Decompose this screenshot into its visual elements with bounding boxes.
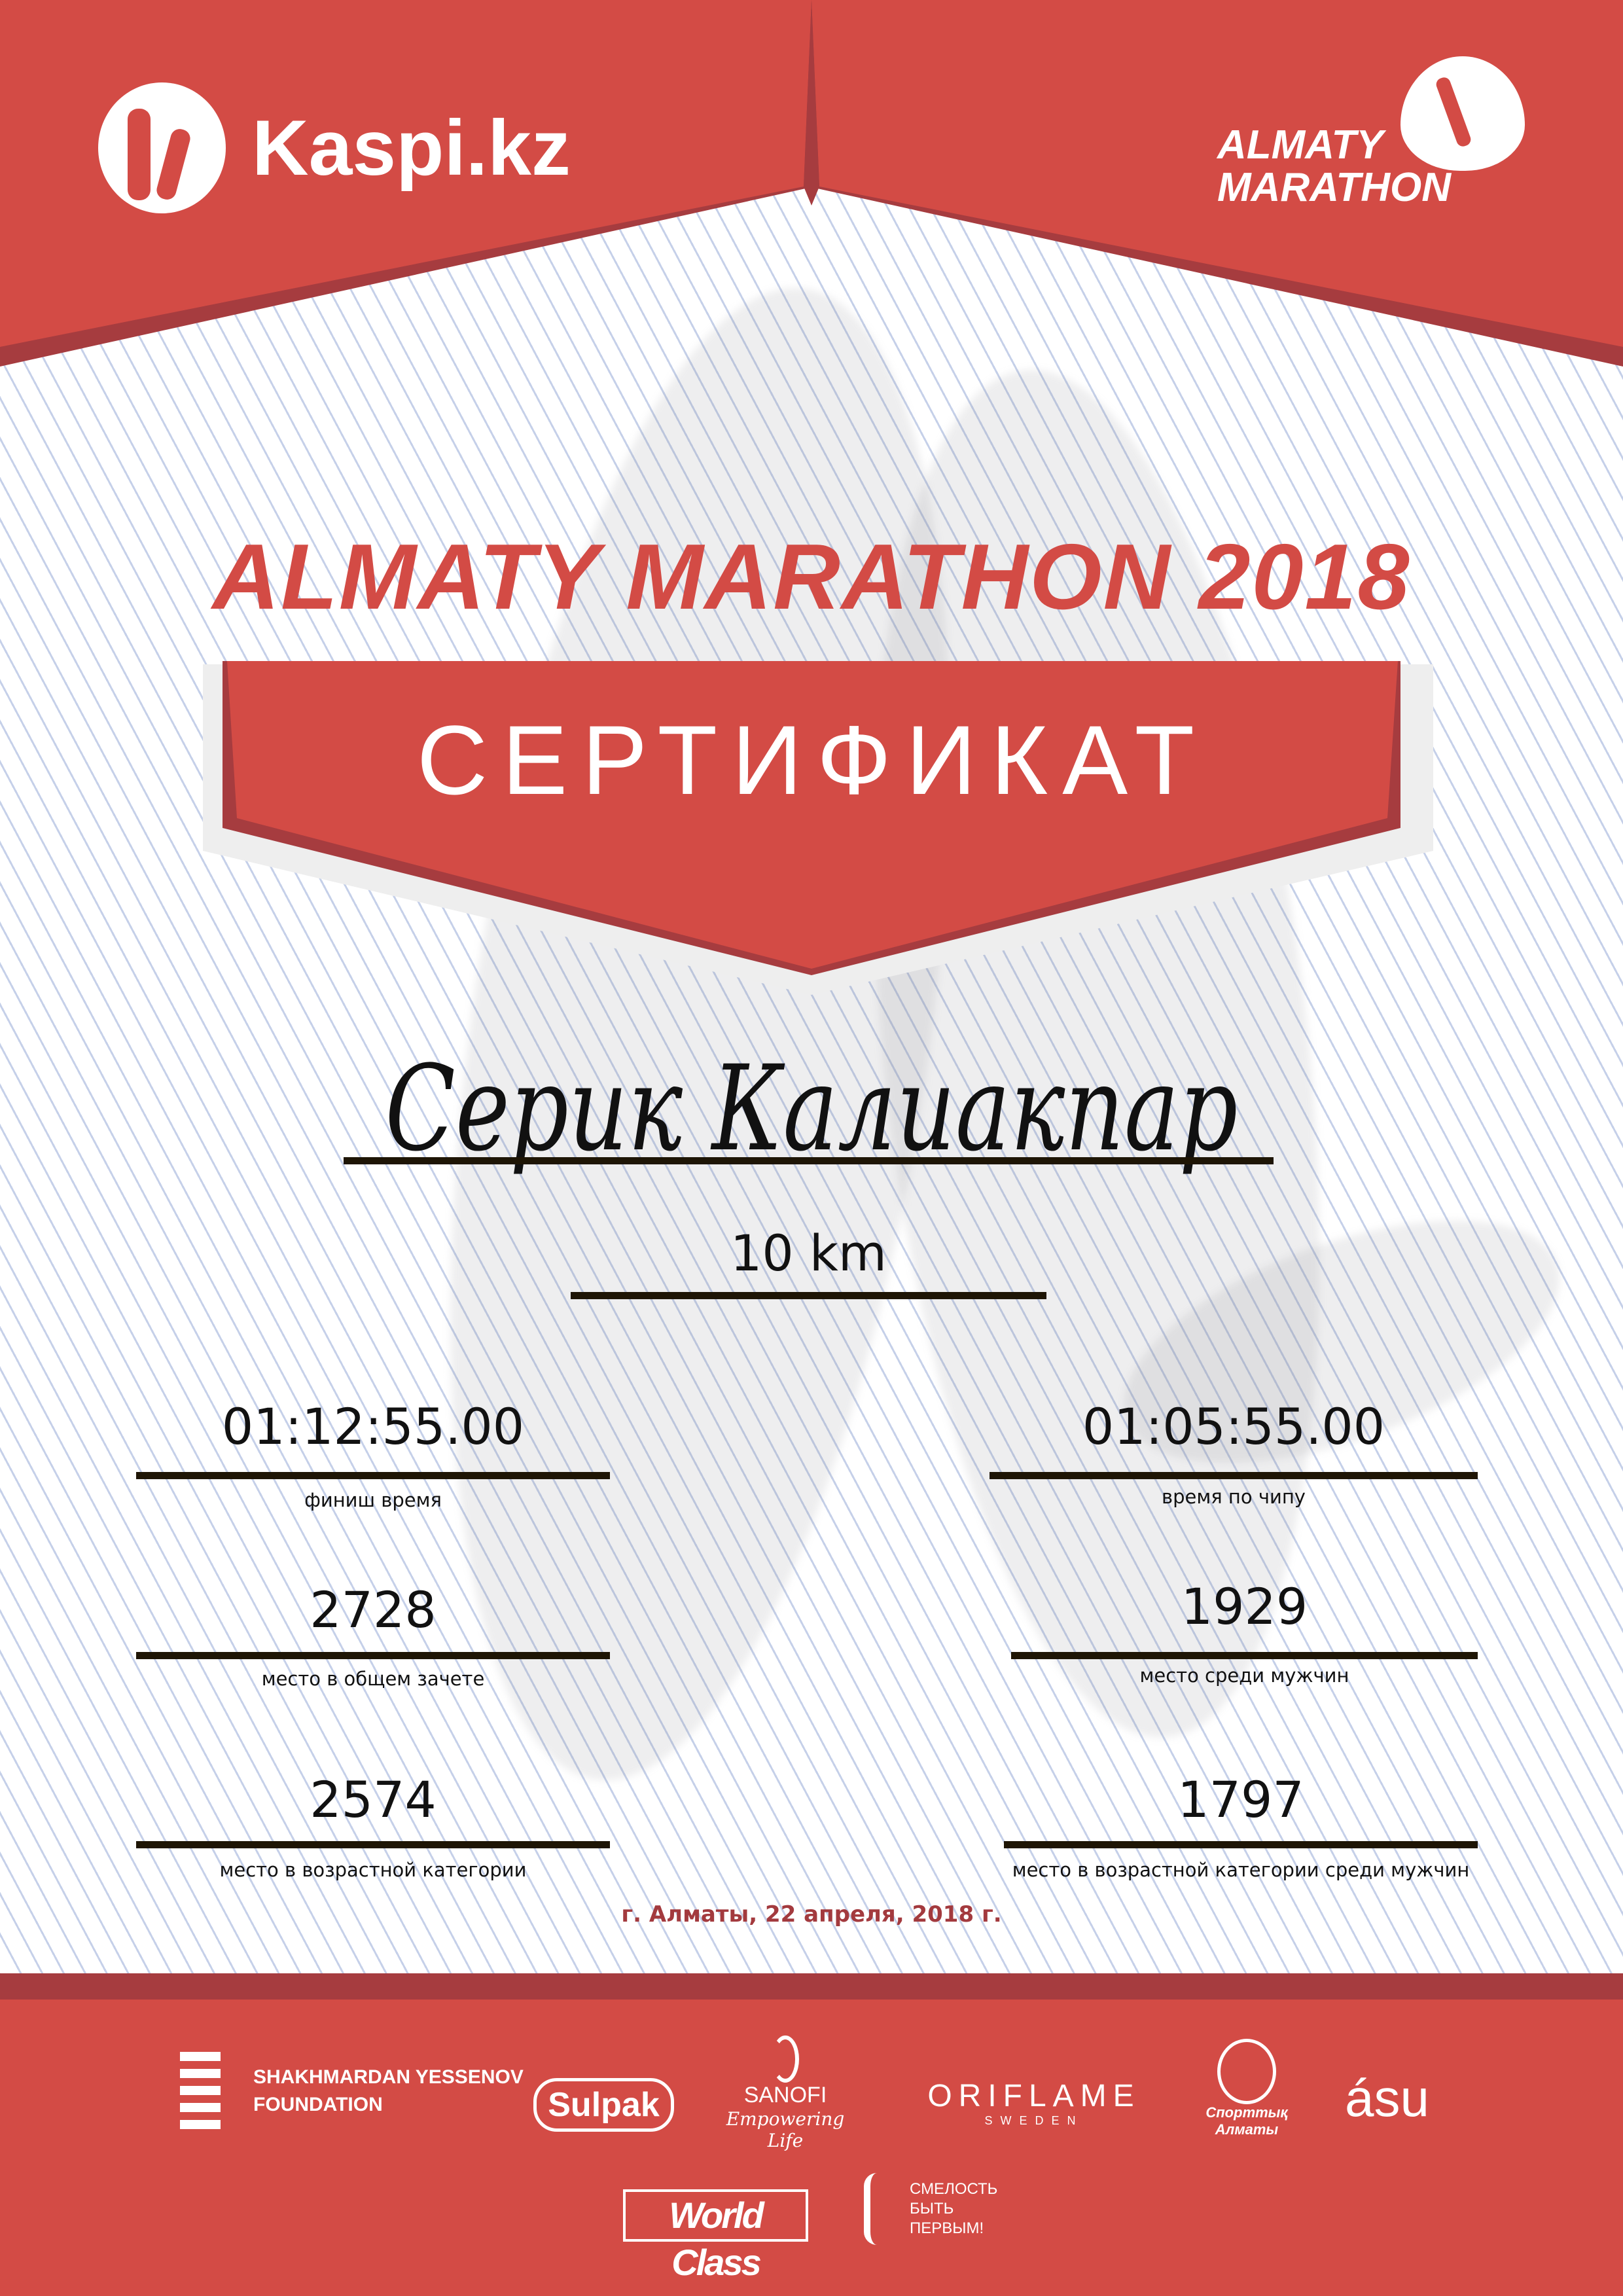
certificate-heading: СЕРТИФИКАТ [416,705,1209,815]
footer-band [0,1973,1623,2000]
logo-line2: MARATHON [1217,165,1452,210]
fund-line3: ПЕРВЫМ! [910,2219,984,2237]
corporate-fund-logo: СМЕЛОСТЬ БЫТЬ ПЕРВЫМ! [864,2173,997,2245]
sanofi-text: SANOFI [743,2083,827,2108]
yessenov-foundation-logo: SHAKHMARDAN YESSENOV FOUNDATION [180,2052,524,2130]
kaspi-logo: Kaspi.kz [98,82,571,213]
age-gender-place-underline [1004,1841,1478,1848]
age-place-underline [136,1841,610,1848]
sanofi-tagline: Empowering Life [726,2108,845,2151]
finish-time-value: 01:12:55.00 [221,1397,525,1456]
runner-icon [1400,56,1525,171]
header-banner [0,0,1623,367]
chip-time-label: время по чипу [1162,1486,1306,1508]
certificate-banner [203,661,1433,995]
oriflame-logo: ORIFLAME SWEDEN [923,2078,1145,2128]
sulpak-logo: Sulpak [533,2078,674,2132]
name-underline [344,1157,1274,1164]
almaty-marathon-logo: ALMATY MARATHON [1217,56,1525,213]
fund-line1: СМЕЛОСТЬ [910,2180,998,2198]
asu-logo: ásu [1345,2069,1429,2127]
gender-place-value: 1929 [1181,1577,1308,1636]
kaspi-logo-text: Kaspi.kz [252,104,571,192]
distance-underline [571,1292,1046,1299]
gender-place-underline [1011,1652,1478,1659]
age-gender-place-value: 1797 [1177,1770,1304,1829]
gender-place-label: место среди мужчин [1139,1664,1349,1687]
sanofi-logo: SANOFI Empowering Life [720,2036,851,2151]
event-title: ALMATY MARATHON 2018 [212,525,1411,629]
sport-almaty-logo: Спорттық Алматы [1194,2039,1299,2138]
chip-time-underline [990,1472,1478,1479]
sport-almaty-text: Спорттық Алматы [1205,2104,1288,2138]
fund-runner-icon [864,2173,897,2245]
oriflame-sub: SWEDEN [984,2114,1084,2127]
logo-line1: ALMATY [1217,122,1383,168]
world-class-logo: World Class [623,2189,808,2283]
date-line: г. Алматы, 22 апреля, 2018 г. [621,1901,1002,1928]
age-place-value: 2574 [310,1770,437,1829]
participant-name: Серик Калиакпар [385,1041,1238,1177]
overall-place-value: 2728 [310,1581,437,1639]
distance: 10 km [730,1224,887,1282]
yessenov-line1: SHAKHMARDAN YESSENOV [253,2066,524,2088]
finish-time-label: финиш время [304,1489,442,1511]
oriflame-text: ORIFLAME [927,2079,1141,2113]
chip-time-value: 01:05:55.00 [1082,1397,1385,1456]
footer-sponsors [0,1973,1623,2296]
kaspi-logo-icon [98,82,226,213]
sanofi-icon [772,2036,799,2083]
sport-almaty-emblem [1217,2039,1276,2104]
yessenov-line2: FOUNDATION [253,2094,383,2115]
overall-place-underline [136,1652,610,1659]
yessenov-icon [180,2052,221,2130]
fund-line2: БЫТЬ [910,2200,954,2217]
age-place-label: место в возрастной категории [219,1859,527,1881]
age-gender-place-label: место в возрастной категории среди мужчи… [1012,1859,1470,1881]
finish-time-underline [136,1472,610,1479]
overall-place-label: место в общем зачете [261,1668,485,1690]
